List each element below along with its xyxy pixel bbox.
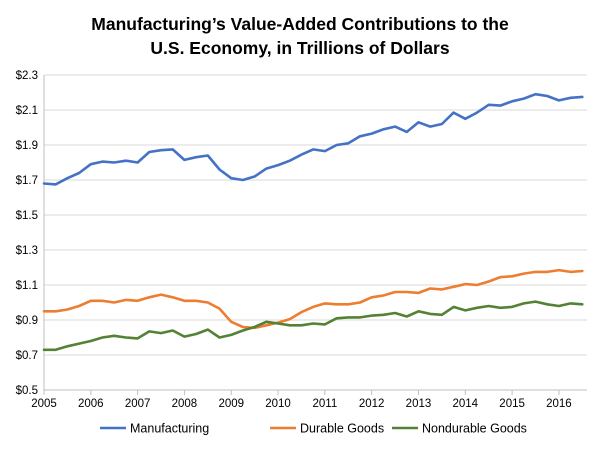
gridlines (44, 74, 587, 356)
legend-label: Nondurable Goods (422, 422, 527, 436)
y-tick-label: $0.7 (16, 350, 38, 362)
series-line-manufacturing (42, 92, 584, 186)
series-lines (42, 92, 584, 352)
legend: Manufacturing Durable Goods Nondurable Goo… (100, 422, 527, 436)
y-tick-label: $2.1 (16, 105, 38, 117)
x-tick-label: 2009 (218, 398, 244, 410)
legend-label: Manufacturing (130, 422, 209, 436)
x-tick-label: 2008 (172, 398, 198, 410)
axes: $0.5 $0.7 $0.9 $1.1 $1.3 $1.5 $1.7 $1.9 $2.1 $2.3… (16, 70, 587, 410)
chart-title-line-2: U.S. Economy, in Trillions of Dollars (150, 38, 450, 58)
chart-title: Manufacturing’s Value-Added Contribution… (0, 12, 600, 60)
y-tick-label: $1.9 (16, 140, 38, 152)
y-tick-label: $1.1 (16, 280, 38, 292)
x-tick-label: 2010 (265, 398, 291, 410)
x-tick-label: 2005 (31, 398, 57, 410)
x-tick-label: 2006 (78, 398, 104, 410)
x-tick-label: 2011 (312, 398, 337, 410)
y-tick-label: $1.7 (16, 175, 38, 187)
y-tick-label: $1.5 (16, 210, 38, 222)
series-line-nondurable-goods (42, 300, 584, 352)
y-tick-label: $2.3 (16, 70, 38, 82)
y-tick-label: $0.5 (16, 385, 38, 397)
x-tick-label: 2007 (125, 398, 151, 410)
x-tick-label: 2013 (406, 398, 432, 410)
x-tick-label: 2014 (452, 398, 478, 410)
x-tick-label: 2012 (359, 398, 385, 410)
series-line-durable-goods (42, 268, 584, 330)
y-tick-label: $1.3 (16, 245, 38, 257)
legend-label: Durable Goods (300, 422, 384, 436)
x-tick-label: 2016 (546, 398, 572, 410)
chart-title-line-1: Manufacturing’s Value-Added Contribution… (91, 14, 509, 34)
x-tick-label: 2015 (499, 398, 525, 410)
y-tick-label: $0.9 (16, 315, 38, 327)
